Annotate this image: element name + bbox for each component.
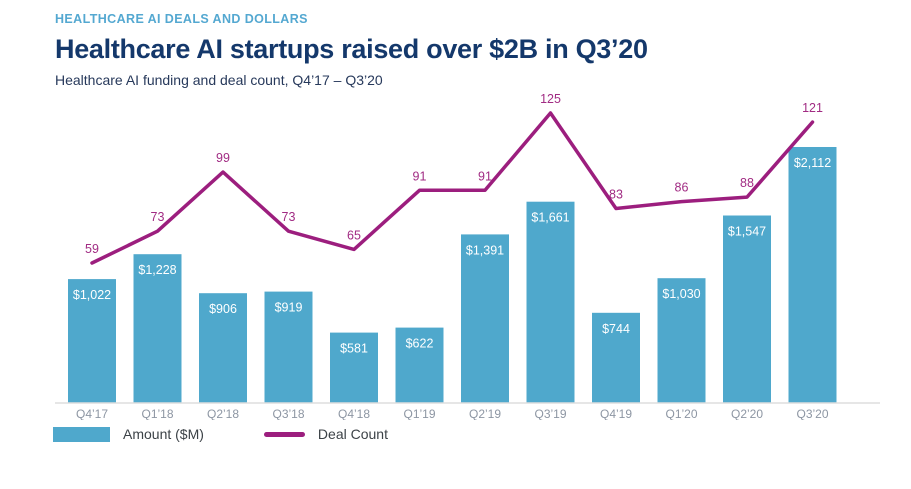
x-axis-label: Q3’18	[272, 407, 304, 420]
deal-count-label: 99	[216, 151, 230, 165]
amount-legend-label: Amount ($M)	[123, 426, 204, 442]
deal-count-label: 91	[478, 169, 492, 183]
bar-4	[330, 332, 378, 403]
bar-value-label: $906	[209, 302, 237, 316]
deal-count-label: 73	[282, 210, 296, 224]
bar-7	[526, 201, 575, 403]
x-axis-label: Q4’19	[600, 407, 632, 420]
bar-value-label: $2,112	[794, 156, 831, 170]
x-axis-label: Q2’20	[731, 407, 763, 420]
bar-11	[788, 147, 837, 403]
bar-1	[133, 254, 182, 403]
deal-count-legend-swatch	[263, 431, 305, 437]
deal-count-label: 121	[802, 101, 823, 115]
deal-count-label: 59	[85, 242, 99, 256]
deal-count-label: 83	[609, 188, 623, 202]
bar-0	[68, 279, 116, 403]
chart-legend: Amount ($M) Deal Count	[53, 426, 388, 442]
deal-count-label: 86	[675, 181, 689, 195]
deal-count-label: 88	[740, 176, 754, 190]
bar-value-label: $1,228	[138, 263, 176, 277]
chart-header: HEALTHCARE AI DEALS AND DOLLARS Healthca…	[55, 12, 895, 88]
bar-5	[395, 327, 444, 403]
deal-count-legend-label: Deal Count	[317, 426, 388, 442]
bar-value-label: $1,030	[662, 287, 700, 301]
x-axis-label: Q1’18	[141, 407, 173, 420]
x-axis-label: Q2’18	[207, 407, 239, 420]
combo-chart: $1,022 $1,228 $906 $919 $581 $622 $1,391 $1,661…	[55, 88, 885, 421]
eyebrow-label: HEALTHCARE AI DEALS AND DOLLARS	[55, 12, 308, 26]
bar-9	[657, 278, 706, 403]
bar-3	[264, 291, 313, 403]
bar-6	[461, 234, 509, 403]
x-axis-label: Q3’20	[796, 407, 828, 420]
bar-value-label: $919	[275, 301, 303, 315]
bar-value-label: $1,391	[466, 243, 504, 257]
page-subtitle: Healthcare AI funding and deal count, Q4…	[55, 72, 383, 88]
bar-value-label: $1,547	[728, 225, 766, 239]
x-axis-label: Q1’19	[403, 407, 435, 420]
bar-value-label: $622	[406, 337, 434, 351]
amount-legend-swatch	[53, 426, 110, 442]
deal-count-label: 91	[413, 169, 427, 183]
x-axis-label: Q4’17	[76, 407, 108, 420]
x-axis-label: Q3’19	[534, 407, 566, 420]
chart-canvas: $1,022 $1,228 $906 $919 $581 $622 $1,391 $1,661…	[55, 92, 880, 421]
bar-value-label: $581	[340, 342, 368, 356]
page-title: Healthcare AI startups raised over $2B i…	[55, 34, 648, 64]
x-axis-label: Q1’20	[665, 407, 697, 420]
deal-count-label: 65	[347, 228, 361, 242]
bar-value-label: $744	[602, 322, 630, 336]
bar-10	[723, 215, 771, 403]
deal-count-label: 73	[151, 210, 165, 224]
bar-value-label: $1,661	[531, 211, 569, 225]
bar-8	[592, 312, 640, 403]
x-axis-label: Q4’18	[338, 407, 370, 420]
x-axis-label: Q2’19	[469, 407, 501, 420]
bar-value-label: $1,022	[73, 288, 111, 302]
deal-count-label: 125	[540, 92, 561, 106]
bar-2	[199, 293, 247, 403]
deal-count-line	[90, 111, 815, 265]
